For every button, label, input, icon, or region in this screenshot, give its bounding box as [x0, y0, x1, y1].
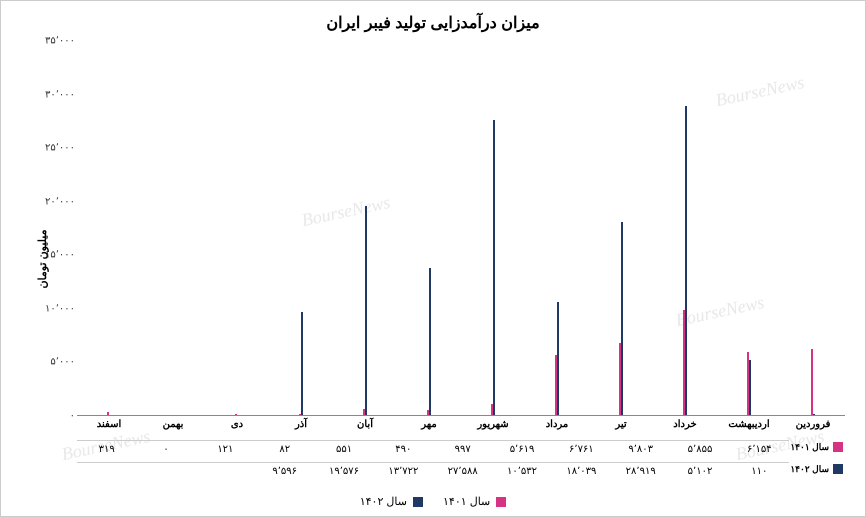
table-cell: ۶٬۱۵۴ [730, 440, 789, 455]
table-cell: ۱۳٬۷۲۲ [374, 462, 433, 477]
x-tick-label: مرداد [546, 419, 569, 430]
bar [621, 222, 623, 415]
table-cell: ۲۸٬۹۱۹ [611, 462, 670, 477]
legend-swatch [496, 497, 506, 507]
bar-group: آبان [333, 41, 397, 415]
legend-label: سال ۱۴۰۱ [443, 495, 490, 508]
legend-item: سال ۱۴۰۱ [443, 495, 506, 508]
bar-group: فروردین [781, 41, 845, 415]
legend-swatch [413, 497, 423, 507]
table-cell: ۵٬۸۵۵ [670, 440, 729, 455]
bar-group: تیر [589, 41, 653, 415]
table-cell: ۱۸٬۰۳۹ [552, 462, 611, 477]
y-tick: ۳۰٬۰۰۰ [45, 89, 75, 100]
plot-area: فروردیناردیبهشتخردادتیرمردادشهریورمهرآبا… [77, 41, 845, 416]
bar [301, 312, 303, 415]
bar [365, 206, 367, 415]
legend-label: سال ۱۴۰۲ [360, 495, 407, 508]
y-tick: ۳۵٬۰۰۰ [45, 36, 75, 47]
y-tick: ۰ [70, 411, 75, 422]
bar-group: آذر [269, 41, 333, 415]
bar [811, 349, 813, 415]
x-tick-label: اردیبهشت [728, 419, 769, 430]
table-cell: ۰ [136, 440, 195, 455]
bar [685, 106, 687, 415]
bar-group: اسفند [77, 41, 141, 415]
series-label: سال ۱۴۰۲ [790, 464, 829, 475]
y-tick: ۲۵٬۰۰۰ [45, 143, 75, 154]
table-cell: ۹٬۵۹۶ [255, 462, 314, 477]
table-cell: ۳۱۹ [77, 440, 136, 455]
bar-group: شهریور [461, 41, 525, 415]
bar-group: دی [205, 41, 269, 415]
bar [429, 268, 431, 415]
table-cell: ۶٬۷۶۱ [552, 440, 611, 455]
y-tick: ۵٬۰۰۰ [50, 357, 75, 368]
x-tick-label: تیر [615, 419, 626, 430]
table-cell: ۱۹٬۵۷۶ [314, 462, 373, 477]
series-swatch [833, 442, 843, 452]
bar [557, 302, 559, 415]
bar-group: مهر [397, 41, 461, 415]
table-cell: ۹٬۸۰۳ [611, 440, 670, 455]
y-tick: ۱۵٬۰۰۰ [45, 250, 75, 261]
y-axis: ۰۵٬۰۰۰۱۰٬۰۰۰۱۵٬۰۰۰۲۰٬۰۰۰۲۵٬۰۰۰۳۰٬۰۰۰۳۵٬۰… [37, 41, 75, 416]
table-cell: ۸۲ [255, 440, 314, 455]
x-tick-label: اسفند [97, 419, 121, 430]
bar [493, 120, 495, 415]
x-tick-label: آذر [295, 419, 307, 430]
table-cell: ۱۰٬۵۳۲ [492, 462, 551, 477]
table-cell: ۲۷٬۵۸۸ [433, 462, 492, 477]
table-cell: ۵۵۱ [314, 440, 373, 455]
table-cell [77, 462, 136, 477]
bar [749, 360, 751, 415]
x-tick-label: دی [231, 419, 243, 430]
y-tick: ۲۰٬۰۰۰ [45, 196, 75, 207]
bar-group: بهمن [141, 41, 205, 415]
x-tick-label: فروردین [796, 419, 831, 430]
bar-group: خرداد [653, 41, 717, 415]
table-cell [136, 462, 195, 477]
y-tick: ۱۰٬۰۰۰ [45, 303, 75, 314]
x-tick-label: آبان [357, 419, 373, 430]
table-cell: ۱۲۱ [196, 440, 255, 455]
table-cell: ۵٬۱۰۲ [670, 462, 729, 477]
table-cell: ۵٬۶۱۹ [492, 440, 551, 455]
chart-title: میزان درآمدزایی تولید فیبر ایران [1, 1, 865, 37]
chart-container: BourseNews BourseNews BourseNews BourseN… [0, 0, 866, 517]
x-tick-label: بهمن [163, 419, 184, 430]
series-swatch [833, 464, 843, 474]
table-cell: ۹۹۷ [433, 440, 492, 455]
table-row: سال ۱۴۰۱۶٬۱۵۴۵٬۸۵۵۹٬۸۰۳۶٬۷۶۱۵٬۶۱۹۹۹۷۴۹۰۵… [77, 436, 845, 458]
x-tick-label: خرداد [673, 419, 696, 430]
table-cell: ۴۹۰ [374, 440, 433, 455]
bar-group: مرداد [525, 41, 589, 415]
table-cell [196, 462, 255, 477]
legend: سال ۱۴۰۱ سال ۱۴۰۲ [1, 495, 865, 508]
x-tick-label: شهریور [477, 419, 508, 430]
bar-group: اردیبهشت [717, 41, 781, 415]
data-table: سال ۱۴۰۱۶٬۱۵۴۵٬۸۵۵۹٬۸۰۳۶٬۷۶۱۵٬۶۱۹۹۹۷۴۹۰۵… [77, 436, 845, 480]
x-tick-label: مهر [421, 419, 436, 430]
legend-item: سال ۱۴۰۲ [360, 495, 423, 508]
table-row: سال ۱۴۰۲۱۱۰۵٬۱۰۲۲۸٬۹۱۹۱۸٬۰۳۹۱۰٬۵۳۲۲۷٬۵۸۸… [77, 458, 845, 480]
series-label: سال ۱۴۰۱ [790, 442, 829, 453]
table-cell: ۱۱۰ [730, 462, 789, 477]
